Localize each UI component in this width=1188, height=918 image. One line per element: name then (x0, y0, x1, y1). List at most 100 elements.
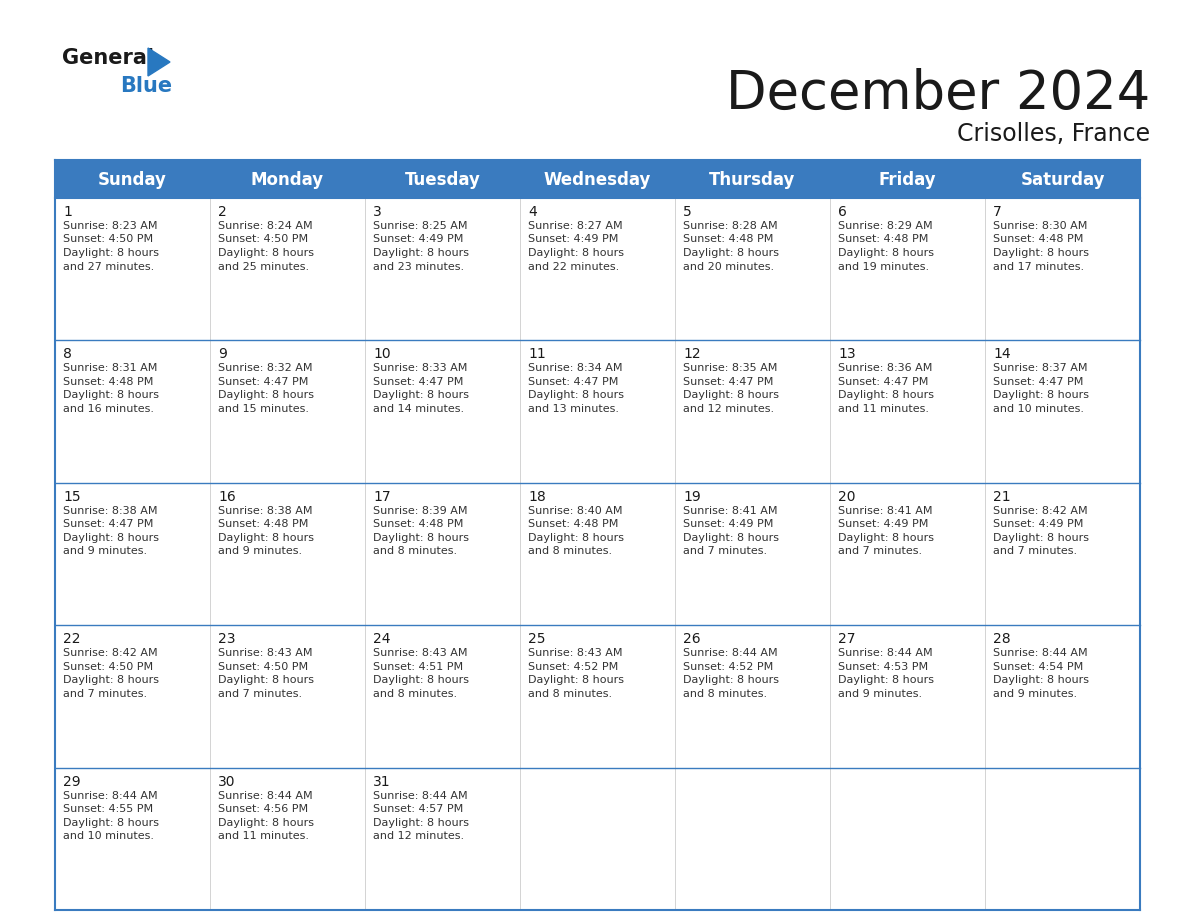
Text: and 11 minutes.: and 11 minutes. (838, 404, 929, 414)
Bar (675, 341, 830, 483)
Bar (210, 341, 365, 483)
Text: Sunrise: 8:43 AM: Sunrise: 8:43 AM (527, 648, 623, 658)
Text: Sunrise: 8:31 AM: Sunrise: 8:31 AM (63, 364, 157, 374)
Text: and 15 minutes.: and 15 minutes. (219, 404, 309, 414)
Text: Daylight: 8 hours: Daylight: 8 hours (219, 390, 314, 400)
Text: Daylight: 8 hours: Daylight: 8 hours (63, 248, 159, 258)
Text: General: General (62, 48, 154, 68)
Text: Sunrise: 8:35 AM: Sunrise: 8:35 AM (683, 364, 777, 374)
Text: 13: 13 (838, 347, 855, 362)
Text: Sunset: 4:53 PM: Sunset: 4:53 PM (838, 662, 928, 672)
Polygon shape (148, 48, 170, 76)
Bar (675, 625, 830, 767)
Text: Sunset: 4:47 PM: Sunset: 4:47 PM (219, 377, 309, 386)
Text: Sunset: 4:54 PM: Sunset: 4:54 PM (993, 662, 1083, 672)
Text: Sunrise: 8:27 AM: Sunrise: 8:27 AM (527, 221, 623, 231)
Text: Sunrise: 8:32 AM: Sunrise: 8:32 AM (219, 364, 312, 374)
Text: 10: 10 (373, 347, 391, 362)
Text: 18: 18 (527, 490, 545, 504)
Text: Sunset: 4:50 PM: Sunset: 4:50 PM (219, 234, 308, 244)
Text: 26: 26 (683, 633, 701, 646)
Text: and 9 minutes.: and 9 minutes. (838, 688, 922, 699)
Text: and 27 minutes.: and 27 minutes. (63, 262, 154, 272)
Text: Daylight: 8 hours: Daylight: 8 hours (373, 676, 469, 685)
Text: Sunrise: 8:44 AM: Sunrise: 8:44 AM (63, 790, 158, 800)
Text: 30: 30 (219, 775, 235, 789)
Bar (830, 160, 985, 198)
Text: 24: 24 (373, 633, 391, 646)
Text: Daylight: 8 hours: Daylight: 8 hours (683, 248, 779, 258)
Text: 17: 17 (373, 490, 391, 504)
Text: Sunset: 4:48 PM: Sunset: 4:48 PM (993, 234, 1083, 244)
Text: 4: 4 (527, 205, 537, 219)
Bar (365, 341, 520, 483)
Text: Daylight: 8 hours: Daylight: 8 hours (683, 676, 779, 685)
Text: and 8 minutes.: and 8 minutes. (527, 688, 612, 699)
Text: Daylight: 8 hours: Daylight: 8 hours (63, 676, 159, 685)
Text: Sunrise: 8:34 AM: Sunrise: 8:34 AM (527, 364, 623, 374)
Bar (985, 341, 1140, 483)
Bar (520, 483, 675, 625)
Text: Wednesday: Wednesday (544, 171, 651, 189)
Text: Sunset: 4:48 PM: Sunset: 4:48 PM (63, 377, 153, 386)
Text: 31: 31 (373, 775, 391, 789)
Text: 2: 2 (219, 205, 227, 219)
Text: 12: 12 (683, 347, 701, 362)
Text: and 14 minutes.: and 14 minutes. (373, 404, 465, 414)
Text: and 16 minutes.: and 16 minutes. (63, 404, 154, 414)
Bar (210, 625, 365, 767)
Text: Sunrise: 8:38 AM: Sunrise: 8:38 AM (219, 506, 312, 516)
Text: Sunrise: 8:25 AM: Sunrise: 8:25 AM (373, 221, 468, 231)
Text: Sunset: 4:47 PM: Sunset: 4:47 PM (527, 377, 619, 386)
Text: 20: 20 (838, 490, 855, 504)
Text: Sunrise: 8:41 AM: Sunrise: 8:41 AM (838, 506, 933, 516)
Text: December 2024: December 2024 (726, 68, 1150, 120)
Bar (985, 198, 1140, 341)
Text: Daylight: 8 hours: Daylight: 8 hours (219, 532, 314, 543)
Text: Sunrise: 8:40 AM: Sunrise: 8:40 AM (527, 506, 623, 516)
Bar (520, 198, 675, 341)
Bar (520, 625, 675, 767)
Bar (55, 483, 210, 625)
Text: 19: 19 (683, 490, 701, 504)
Text: Daylight: 8 hours: Daylight: 8 hours (373, 390, 469, 400)
Text: Sunset: 4:47 PM: Sunset: 4:47 PM (838, 377, 928, 386)
Text: Sunset: 4:56 PM: Sunset: 4:56 PM (219, 804, 308, 814)
Text: Sunset: 4:52 PM: Sunset: 4:52 PM (527, 662, 618, 672)
Text: Sunday: Sunday (99, 171, 168, 189)
Text: and 8 minutes.: and 8 minutes. (683, 688, 767, 699)
Bar (830, 483, 985, 625)
Text: and 12 minutes.: and 12 minutes. (373, 831, 465, 841)
Text: Sunset: 4:47 PM: Sunset: 4:47 PM (993, 377, 1083, 386)
Text: Sunrise: 8:24 AM: Sunrise: 8:24 AM (219, 221, 312, 231)
Text: Sunrise: 8:30 AM: Sunrise: 8:30 AM (993, 221, 1087, 231)
Bar (985, 625, 1140, 767)
Bar (520, 341, 675, 483)
Text: Daylight: 8 hours: Daylight: 8 hours (993, 248, 1089, 258)
Text: Sunrise: 8:44 AM: Sunrise: 8:44 AM (373, 790, 468, 800)
Text: 11: 11 (527, 347, 545, 362)
Bar (55, 625, 210, 767)
Text: Sunset: 4:50 PM: Sunset: 4:50 PM (63, 234, 153, 244)
Text: Friday: Friday (879, 171, 936, 189)
Text: Sunset: 4:47 PM: Sunset: 4:47 PM (373, 377, 463, 386)
Text: and 7 minutes.: and 7 minutes. (993, 546, 1078, 556)
Text: Sunset: 4:49 PM: Sunset: 4:49 PM (838, 520, 928, 530)
Text: and 10 minutes.: and 10 minutes. (993, 404, 1083, 414)
Text: Sunrise: 8:37 AM: Sunrise: 8:37 AM (993, 364, 1087, 374)
Text: and 12 minutes.: and 12 minutes. (683, 404, 775, 414)
Bar (365, 160, 520, 198)
Text: Sunset: 4:48 PM: Sunset: 4:48 PM (373, 520, 463, 530)
Text: and 9 minutes.: and 9 minutes. (63, 546, 147, 556)
Text: and 9 minutes.: and 9 minutes. (219, 546, 302, 556)
Text: Sunset: 4:49 PM: Sunset: 4:49 PM (993, 520, 1083, 530)
Text: Sunset: 4:48 PM: Sunset: 4:48 PM (838, 234, 928, 244)
Text: Sunrise: 8:44 AM: Sunrise: 8:44 AM (683, 648, 778, 658)
Text: Sunrise: 8:43 AM: Sunrise: 8:43 AM (373, 648, 468, 658)
Bar (830, 625, 985, 767)
Text: Sunset: 4:50 PM: Sunset: 4:50 PM (219, 662, 308, 672)
Text: Daylight: 8 hours: Daylight: 8 hours (373, 818, 469, 828)
Text: Daylight: 8 hours: Daylight: 8 hours (683, 532, 779, 543)
Text: Sunset: 4:49 PM: Sunset: 4:49 PM (683, 520, 773, 530)
Bar (365, 198, 520, 341)
